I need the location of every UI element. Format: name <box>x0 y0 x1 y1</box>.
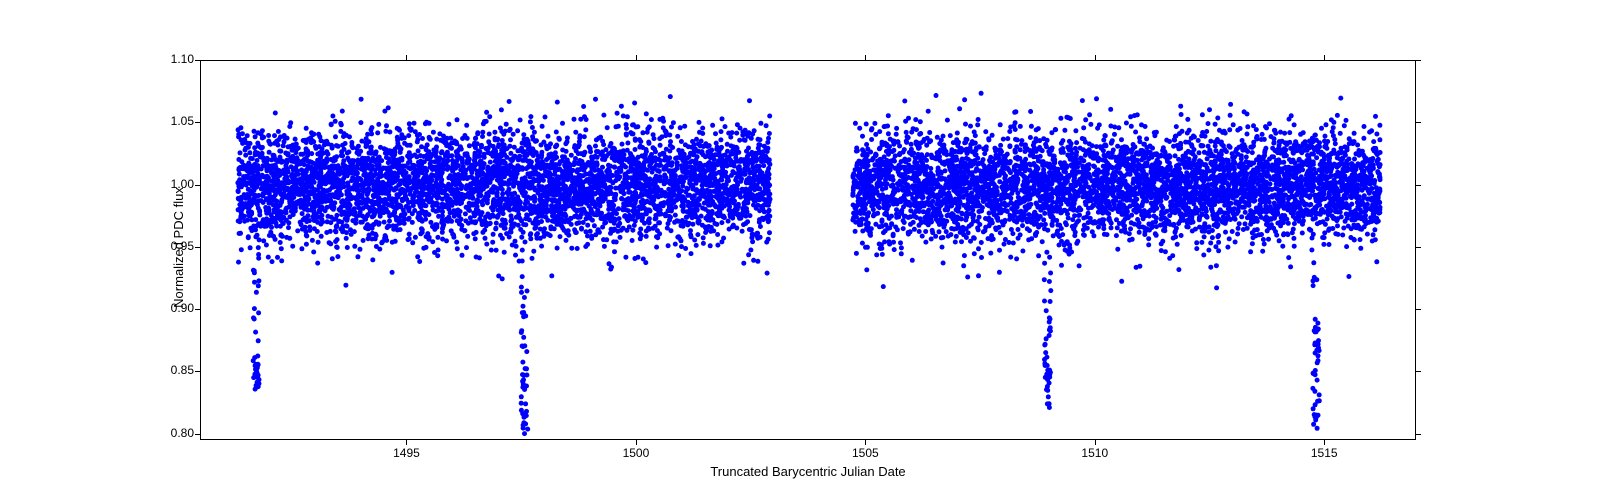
scatter-points <box>201 61 1417 441</box>
lightcurve-chart: Normalized PDC flux Truncated Barycentri… <box>0 0 1600 500</box>
x-tick-label: 1505 <box>852 446 879 460</box>
y-tick-label: 0.80 <box>154 426 194 440</box>
x-tick-label: 1495 <box>393 446 420 460</box>
y-tick-label: 0.95 <box>154 239 194 253</box>
y-tick-label: 1.10 <box>154 52 194 66</box>
y-tick-label: 1.00 <box>154 177 194 191</box>
x-axis-label: Truncated Barycentric Julian Date <box>708 464 908 479</box>
y-tick-label: 1.05 <box>154 114 194 128</box>
x-tick-label: 1510 <box>1081 446 1108 460</box>
y-tick-label: 0.85 <box>154 363 194 377</box>
x-tick-label: 1500 <box>623 446 650 460</box>
y-tick-label: 0.90 <box>154 301 194 315</box>
plot-area <box>200 60 1416 440</box>
x-tick-label: 1515 <box>1311 446 1338 460</box>
